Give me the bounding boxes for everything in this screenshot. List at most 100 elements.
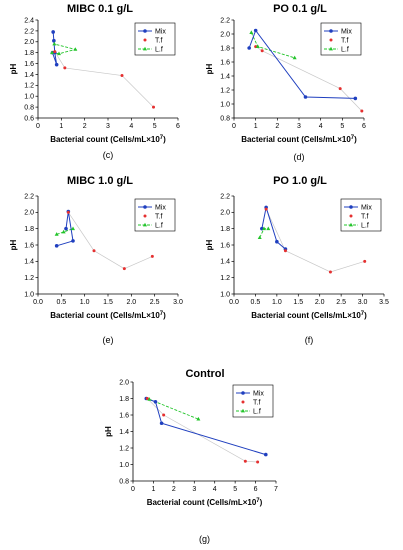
point-tf [243, 459, 247, 463]
x-tick-label: 6 [176, 123, 180, 130]
legend-label-tf: T.f [341, 38, 348, 45]
y-tick-label: 2.0 [220, 31, 230, 38]
point-tf [150, 254, 154, 258]
point-lf [71, 226, 75, 231]
legend-label-mix: Mix [341, 29, 352, 36]
x-tick-label: 3.0 [358, 299, 368, 306]
x-tick-label: 1.5 [103, 299, 113, 306]
x-tick-label: 0 [232, 123, 236, 130]
legend-label-lf: L.f [341, 47, 349, 54]
x-tick-label: 5 [340, 123, 344, 130]
point-tf [283, 249, 287, 253]
y-tick-label: 1.0 [24, 94, 34, 101]
point-tf [145, 397, 149, 400]
y-axis-label: pH [104, 426, 113, 437]
legend-marker-mix [329, 29, 333, 33]
point-lf [266, 226, 271, 231]
x-axis-label-exponent: 7 [160, 135, 164, 141]
point-tf [152, 105, 155, 109]
legend-label-tf: T.f [155, 38, 162, 45]
point-tf [120, 74, 124, 78]
legend-marker-lf [241, 408, 245, 413]
point-tf [92, 249, 96, 253]
chart-caption: (d) [294, 152, 305, 162]
x-tick-label: 2.5 [336, 299, 346, 306]
series-tf-connector [147, 398, 258, 463]
y-tick-label: 1.0 [119, 462, 129, 469]
x-tick-label: 1 [59, 123, 63, 130]
chart-d: PO 0.1 g/L 0.8 1.0 1.2 1.4 1.6 1.8 2.0 2.2 0 1 2 3 4 5… [205, 3, 366, 162]
x-tick-label: 2.0 [126, 299, 136, 306]
x-axis-label-end: ) [354, 135, 357, 144]
legend-marker-tf [329, 38, 333, 42]
y-tick-label: 1.4 [220, 259, 230, 266]
legend-label-mix: Mix [155, 29, 166, 36]
y-tick-label: 1.2 [24, 83, 34, 90]
legend-marker-lf [329, 46, 333, 51]
point-tf [256, 460, 260, 464]
point-lf [52, 41, 57, 46]
x-tick-label: 2.0 [315, 299, 325, 306]
y-tick-label: 1.0 [24, 291, 34, 298]
x-tick-label: 6 [254, 486, 258, 493]
series-tf-connector [265, 208, 365, 273]
series-tf-connector [255, 46, 363, 112]
point-tf [53, 50, 57, 54]
y-tick-label: 0.8 [24, 105, 34, 112]
legend-label-mix: Mix [253, 391, 264, 398]
y-tick-label: 1.0 [220, 291, 230, 298]
y-tick-label: 1.8 [220, 226, 230, 233]
point-mix [263, 452, 268, 457]
point-mix [54, 62, 59, 67]
x-tick-label: 4 [129, 123, 133, 130]
legend-marker-lf [349, 222, 353, 227]
x-axis-label-exponent: 7 [256, 498, 260, 504]
chart-title: Control [185, 368, 224, 380]
x-axis-label-end: ) [163, 135, 166, 144]
point-lf [292, 55, 297, 60]
y-tick-label: 1.4 [24, 259, 34, 266]
y-tick-label: 1.6 [24, 242, 34, 249]
chart-caption: (f) [305, 335, 314, 345]
y-tick-label: 1.6 [119, 412, 129, 419]
y-tick-label: 1.2 [24, 275, 34, 282]
legend-marker-lf [143, 222, 147, 227]
point-mix [153, 400, 158, 404]
point-mix [71, 239, 75, 243]
chart-caption: (e) [103, 335, 114, 345]
legend-label-lf: L.f [253, 409, 261, 416]
point-mix [159, 421, 164, 426]
y-tick-label: 1.6 [220, 59, 230, 66]
point-mix [64, 226, 68, 231]
x-tick-label: 2.5 [150, 299, 160, 306]
y-tick-label: 0.8 [220, 115, 230, 122]
legend-marker-mix [349, 205, 353, 209]
x-tick-label: 0 [131, 486, 135, 493]
y-tick-label: 2.2 [220, 193, 230, 200]
y-tick-label: 1.8 [24, 50, 34, 57]
legend-box [134, 198, 176, 232]
legend-marker-tf [143, 214, 147, 218]
x-tick-label: 1.5 [293, 299, 303, 306]
x-tick-label: 4 [213, 486, 217, 493]
legend-marker-mix [143, 29, 147, 33]
x-tick-label: 6 [362, 123, 366, 130]
legend-marker-tf [143, 38, 147, 42]
x-tick-label: 0 [36, 123, 40, 130]
x-tick-label: 3 [297, 123, 301, 130]
y-tick-label: 1.2 [220, 275, 230, 282]
y-tick-label: 2.0 [24, 39, 34, 46]
y-tick-label: 2.0 [24, 210, 34, 217]
chart-c: MIBC 0.1 g/L 0.6 0.8 1.0 1.2 1.4 1.6 1.8 2.0 2.2 2… [9, 3, 180, 160]
point-tf [260, 49, 264, 53]
x-tick-label: 0.0 [229, 299, 239, 306]
x-axis-label-end: ) [260, 498, 263, 507]
point-mix [54, 244, 59, 248]
x-tick-label: 2 [172, 486, 176, 493]
chart-title: MIBC 0.1 g/L [67, 3, 133, 15]
y-tick-label: 2.2 [24, 28, 34, 35]
x-axis-label-exponent: 7 [351, 135, 355, 141]
x-tick-label: 0.5 [56, 299, 66, 306]
chart-e: MIBC 1.0 g/L 1.0 1.2 1.4 1.6 1.8 2.0 2.2 0.0 0.5 1… [9, 175, 183, 345]
